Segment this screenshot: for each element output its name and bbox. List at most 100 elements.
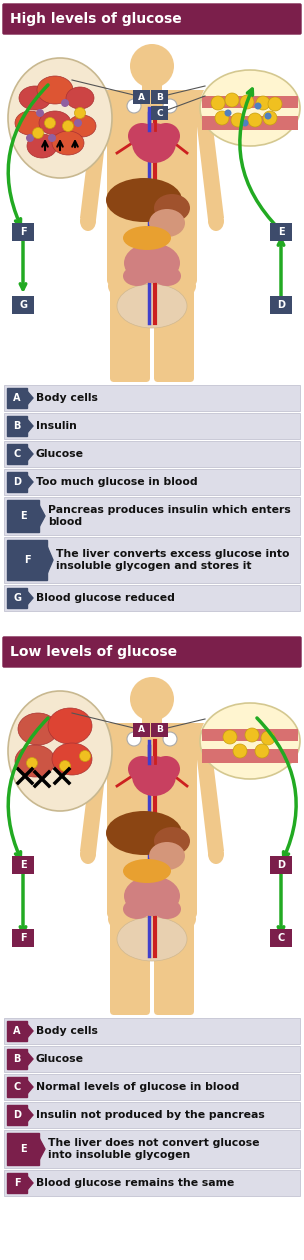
Ellipse shape [149,209,185,237]
FancyBboxPatch shape [151,89,168,105]
Circle shape [74,107,85,118]
FancyBboxPatch shape [7,416,27,436]
FancyBboxPatch shape [202,748,298,764]
Circle shape [248,113,262,127]
Circle shape [254,102,261,110]
Ellipse shape [153,898,181,919]
Text: C: C [277,932,285,942]
Ellipse shape [27,134,57,158]
Polygon shape [26,1176,33,1189]
Ellipse shape [8,690,112,811]
Text: B: B [156,92,163,102]
FancyBboxPatch shape [110,289,150,382]
Ellipse shape [149,842,185,869]
Circle shape [256,96,270,110]
FancyBboxPatch shape [151,106,168,120]
Circle shape [80,751,91,761]
Polygon shape [194,93,224,220]
Ellipse shape [128,756,156,782]
FancyBboxPatch shape [133,723,150,737]
Text: D: D [277,300,285,310]
Text: Pancreas produces insulin which enters
blood: Pancreas produces insulin which enters b… [48,505,291,527]
Ellipse shape [52,743,92,775]
Text: G: G [19,300,27,310]
Circle shape [163,100,177,113]
FancyBboxPatch shape [4,413,300,438]
Text: F: F [20,227,26,237]
Ellipse shape [154,194,190,222]
Text: The liver converts excess glucose into
insoluble glycogen and stores it: The liver converts excess glucose into i… [56,549,289,571]
Text: Insulin: Insulin [36,421,77,431]
Circle shape [261,731,275,745]
FancyBboxPatch shape [270,929,292,948]
Ellipse shape [208,844,224,864]
FancyBboxPatch shape [7,388,27,408]
Ellipse shape [153,266,181,286]
Ellipse shape [80,210,96,231]
Ellipse shape [132,756,176,796]
Circle shape [211,96,225,110]
FancyBboxPatch shape [7,1050,27,1068]
Text: B: B [156,726,163,735]
Circle shape [225,93,239,107]
Polygon shape [26,1108,33,1121]
Ellipse shape [19,86,51,110]
FancyBboxPatch shape [202,730,298,741]
Text: Blood glucose reduced: Blood glucose reduced [36,593,175,604]
Circle shape [233,743,247,759]
FancyBboxPatch shape [12,296,34,314]
Text: F: F [24,554,30,564]
Ellipse shape [130,44,174,88]
Text: A: A [138,726,145,735]
Circle shape [60,761,71,771]
Ellipse shape [117,917,187,961]
Ellipse shape [130,677,174,721]
Circle shape [63,121,74,131]
Polygon shape [38,1138,45,1160]
Ellipse shape [37,76,73,105]
Circle shape [127,100,141,113]
Text: Insulin not produced by the pancreas: Insulin not produced by the pancreas [36,1110,265,1120]
Text: E: E [20,512,26,520]
Circle shape [127,732,141,746]
Ellipse shape [152,123,180,149]
FancyBboxPatch shape [142,711,162,730]
Text: Low levels of glucose: Low levels of glucose [10,645,177,659]
Ellipse shape [8,58,112,178]
Circle shape [264,112,271,120]
Polygon shape [80,726,110,853]
Polygon shape [194,726,224,853]
Text: A: A [138,92,145,102]
Ellipse shape [15,111,45,135]
FancyBboxPatch shape [3,638,301,667]
FancyBboxPatch shape [4,496,300,536]
Text: Body cells: Body cells [36,393,98,403]
Ellipse shape [52,131,84,155]
Circle shape [44,117,56,129]
FancyBboxPatch shape [107,105,197,285]
FancyBboxPatch shape [4,1018,300,1045]
FancyBboxPatch shape [154,289,194,382]
Text: F: F [20,932,26,942]
Circle shape [241,120,248,126]
Ellipse shape [123,898,151,919]
FancyBboxPatch shape [270,223,292,241]
Text: Glucose: Glucose [36,1055,84,1063]
Polygon shape [26,1080,33,1094]
Ellipse shape [18,713,58,745]
FancyBboxPatch shape [107,738,197,919]
FancyBboxPatch shape [110,922,150,1016]
Text: The liver does not convert glucose
into insoluble glycogen: The liver does not convert glucose into … [48,1138,260,1159]
Ellipse shape [208,210,224,231]
Text: Blood glucose remains the same: Blood glucose remains the same [36,1178,234,1188]
FancyBboxPatch shape [12,223,34,241]
Circle shape [26,134,34,142]
Text: A: A [13,1026,21,1036]
FancyBboxPatch shape [4,469,300,495]
Circle shape [74,118,82,127]
Text: E: E [20,1144,26,1154]
FancyBboxPatch shape [4,441,300,467]
Circle shape [215,111,229,125]
Circle shape [240,94,254,110]
Text: D: D [13,1110,21,1120]
